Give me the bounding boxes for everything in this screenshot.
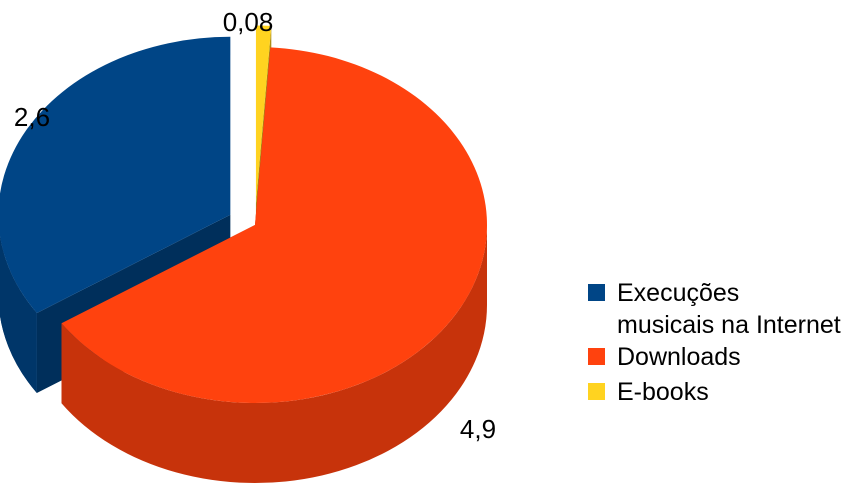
data-labels: 2,6 4,9 0,08 (14, 7, 496, 444)
legend-label-execucoes-line2: musicais na Internet (617, 311, 841, 339)
legend-label-execucoes: Execuções (617, 279, 739, 307)
data-label-downloads: 4,9 (460, 414, 496, 444)
slice-side-downloads (61, 225, 488, 484)
pie-tops (0, 25, 487, 403)
legend-swatch-downloads (588, 348, 605, 365)
data-label-ebooks: 0,08 (223, 7, 274, 37)
legend-label-downloads: Downloads (617, 343, 741, 371)
slice-ebooks (255, 25, 272, 204)
legend-label-ebooks: E-books (617, 378, 709, 406)
slice-execucoes (0, 36, 231, 313)
slice-downloads (61, 47, 487, 403)
legend: Execuções musicais na Internet Downloads E-… (588, 279, 841, 406)
data-label-execucoes: 2,6 (14, 102, 50, 132)
legend-swatch-execucoes (588, 284, 605, 301)
legend-swatch-ebooks (588, 383, 605, 400)
slice-side-execucoes-1 (0, 235, 37, 393)
